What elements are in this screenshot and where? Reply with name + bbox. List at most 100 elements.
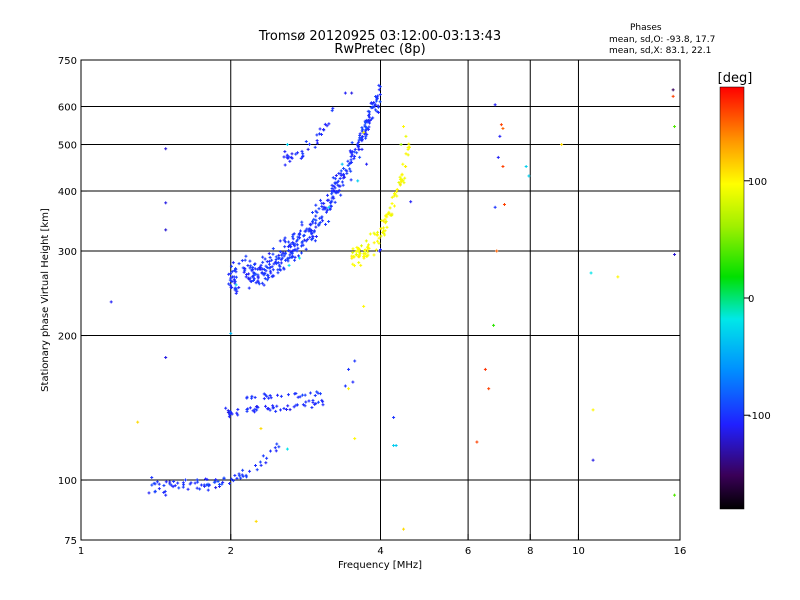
echo-point-f2-trace-o-mode (309, 223, 313, 227)
echo-point-f2-trace-o-mode (329, 204, 333, 208)
echo-point-f2-trace-o-mode (308, 235, 312, 239)
echo-point-f1-trace (224, 406, 228, 410)
echo-point-e-layer-trace (207, 484, 211, 488)
echo-point-f2-trace-o-mode (375, 95, 379, 99)
echo-point-f2-trace-o-mode (328, 207, 332, 211)
echo-point-upper-f2-branch (317, 132, 321, 136)
echo-point-f2-trace-o-mode (231, 275, 235, 279)
echo-point-f2-trace-o-mode (282, 266, 286, 270)
echo-point-f2-trace-o-mode (249, 264, 253, 268)
echo-point-f2-trace-o-mode (314, 221, 318, 225)
echo-point-e-layer-trace (227, 482, 231, 486)
echo-point-scattered-echoes (136, 420, 140, 424)
echo-point-upper-f2-branch (320, 132, 324, 136)
echo-point-f2-trace-o-mode (229, 285, 233, 289)
echo-point-f2-trace-o-mode (312, 230, 316, 234)
echo-point-f2-trace-o-mode (333, 200, 337, 204)
echo-point-f1-trace (279, 408, 283, 412)
echo-point-f2-trace-o-mode (324, 222, 328, 226)
echo-point-f2-trace-o-mode (257, 282, 261, 286)
echo-point-f2-trace-o-mode (357, 140, 361, 144)
echo-point-f2-trace-o-mode (286, 259, 290, 263)
echo-point-e-layer-trace (162, 484, 166, 488)
y-tick-label: 75 (64, 536, 77, 547)
echo-point-scattered-echoes (475, 440, 479, 444)
echo-point-f1-trace (264, 404, 268, 408)
echo-point-f2-trace-o-mode (321, 207, 325, 211)
echo-point-f2-trace-o-mode (263, 257, 267, 261)
echo-point-f2-trace-o-mode (243, 258, 247, 262)
echo-point-f2-trace-o-mode (282, 254, 286, 258)
echo-point-f2-trace-o-mode (314, 218, 318, 222)
echo-point-f2-trace-o-mode (276, 268, 280, 272)
echo-point-f2-trace-o-mode (237, 262, 241, 266)
phase-info-x-mode: mean, sd,X: 83.1, 22.1 (609, 46, 711, 56)
echo-point-f2-trace-o-mode (234, 267, 238, 271)
echo-point-scattered-echoes (343, 384, 347, 388)
echo-point-f2-trace-x-mode (403, 176, 407, 180)
echo-point-scattered-echoes (496, 155, 500, 159)
echo-point-upper-f2-branch (318, 127, 322, 131)
echo-point-e-layer-trace (204, 483, 208, 487)
echo-point-f2-trace-o-mode (364, 136, 368, 140)
echo-point-f2-trace-o-mode (274, 262, 278, 266)
echo-point-upper-f2-branch (331, 106, 335, 110)
echo-point-f1-trace (304, 400, 308, 404)
echo-point-f2-trace-x-mode (382, 219, 386, 223)
echo-point-upper-f2-branch (304, 140, 308, 144)
echo-point-f2-trace-o-mode (367, 125, 371, 129)
echo-point-f1-trace-upper-segment (250, 394, 254, 398)
echo-point-f2-trace-o-mode (325, 208, 329, 212)
echo-point-f1-trace (311, 398, 315, 402)
echo-point-f2-trace-x-mode (383, 217, 387, 221)
echo-point-f2-trace-o-mode (256, 276, 260, 280)
echo-point-f2-trace-x-mode (366, 250, 370, 254)
echo-point-f2-trace-x-mode (380, 218, 384, 222)
echo-point-scattered-echoes (164, 493, 168, 497)
echo-point-f1-trace (230, 412, 234, 416)
echo-point-f2-trace-o-mode (248, 259, 252, 263)
echo-point-f2-trace-x-mode (354, 253, 358, 257)
echo-point-f1-trace (271, 406, 275, 410)
echo-point-f1-trace (321, 403, 325, 407)
echo-point-f1-trace (286, 404, 290, 408)
echo-point-f1-trace-upper-segment (269, 396, 273, 400)
echo-point-scattered-echoes (147, 491, 151, 495)
echo-point-e-layer-trace (169, 483, 173, 487)
echo-point-f2-trace-o-mode (295, 243, 299, 247)
echo-point-f2-trace-x-mode (376, 230, 380, 234)
echo-point-f2-trace-o-mode (374, 108, 378, 112)
echo-point-f1-trace (226, 410, 230, 414)
axis-ticks: 1 2 4 6 8 10 16 75 100 200 300 400 500 600 750 (58, 56, 686, 557)
echo-point-f2-trace-o-mode (304, 247, 308, 251)
echo-point-f1-trace-upper-segment (286, 393, 290, 397)
echo-point-f2-trace-o-mode (229, 264, 233, 268)
echo-point-f2-trace-o-mode (314, 203, 318, 207)
echo-point-f2-trace-o-mode (350, 141, 354, 145)
echo-point-e-layer-trace (220, 482, 224, 486)
echo-point-scattered-echoes (254, 519, 258, 523)
echo-point-upper-f2-branch (330, 109, 334, 113)
echo-point-e-layer-trace (255, 468, 259, 472)
echo-point-f2-trace-o-mode (369, 101, 373, 105)
echo-point-f2-trace-o-mode (310, 232, 314, 236)
echo-point-f2-trace-o-mode (252, 277, 256, 281)
echo-point-f2-trace-o-mode (290, 251, 294, 255)
echo-point-f2-trace-o-mode (253, 262, 257, 266)
echo-point-scattered-echoes (501, 164, 505, 168)
echo-point-f2-trace-x-mode (402, 181, 406, 185)
echo-point-f2-trace-x-mode (397, 180, 401, 184)
echo-point-scattered-echoes (527, 174, 531, 178)
echo-point-f2-trace-o-mode (228, 278, 232, 282)
echo-point-f1-trace-upper-segment (265, 394, 269, 398)
echo-point-f2-trace-o-mode (247, 286, 251, 290)
echo-point-f2-trace-o-mode (359, 137, 363, 141)
echo-point-f2-trace-o-mode (333, 181, 337, 185)
echo-point-scattered-echoes (109, 300, 113, 304)
echo-point-f2-trace-o-mode (233, 281, 237, 285)
echo-point-f2-trace-o-mode (305, 227, 309, 231)
echo-point-f2-trace-x-mode (366, 253, 370, 257)
echo-point-f2-trace-x-mode (377, 241, 381, 245)
echo-point-f2-trace-o-mode (339, 193, 343, 197)
echo-point-f2-trace-o-mode (317, 207, 321, 211)
